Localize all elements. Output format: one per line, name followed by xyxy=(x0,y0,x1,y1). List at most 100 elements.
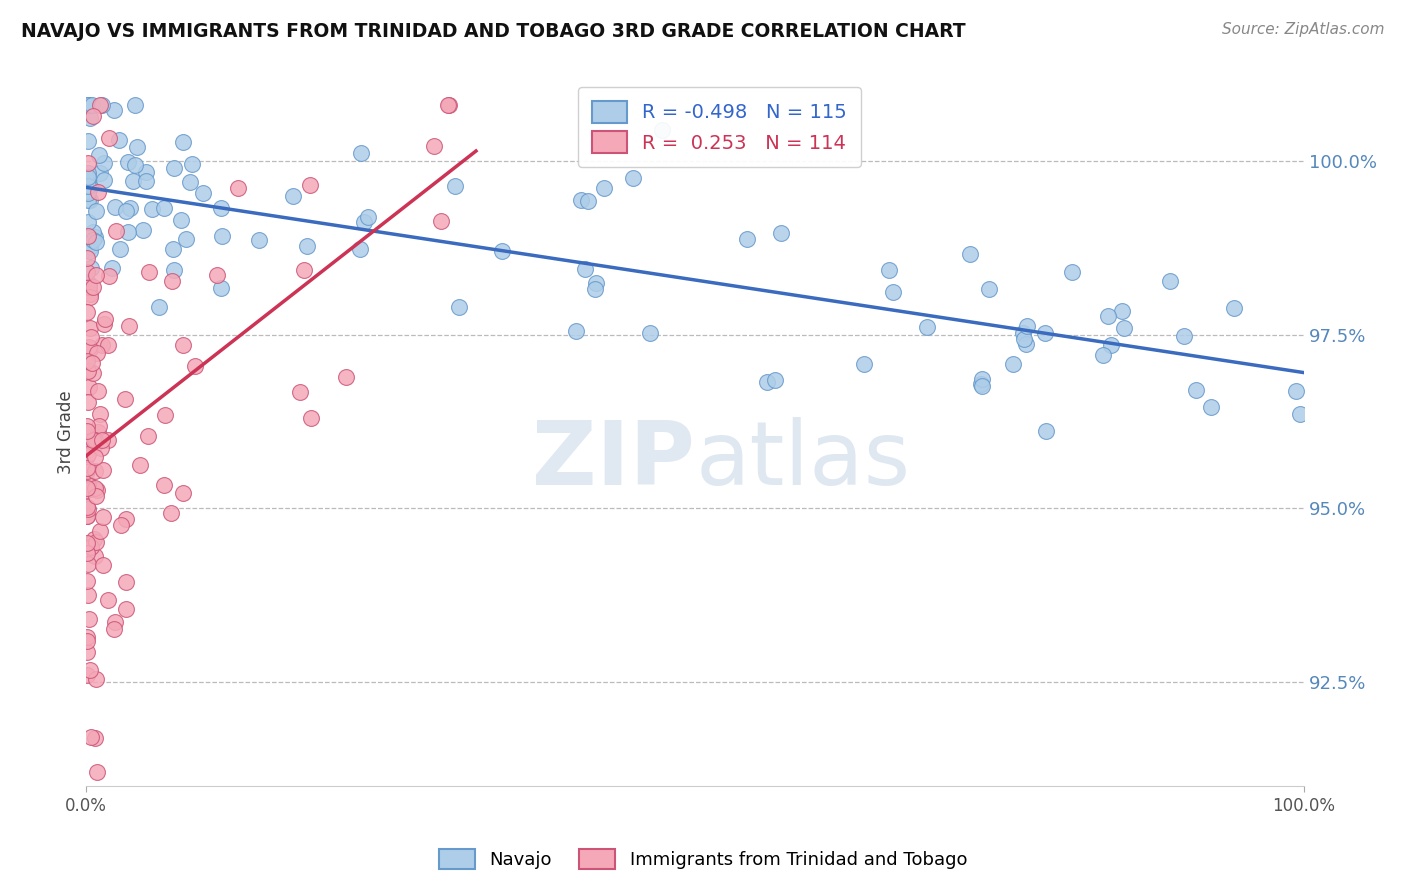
Point xyxy=(1035,326,1057,340)
Point xyxy=(1062,265,1084,279)
Point xyxy=(153,201,176,215)
Point xyxy=(349,146,371,161)
Point xyxy=(103,622,125,636)
Point xyxy=(86,346,108,360)
Point xyxy=(621,171,644,186)
Point xyxy=(444,178,467,193)
Point xyxy=(84,203,107,218)
Point xyxy=(76,265,98,279)
Point xyxy=(209,201,232,215)
Point xyxy=(174,232,197,246)
Point xyxy=(571,193,593,207)
Point xyxy=(76,500,98,514)
Point xyxy=(77,363,100,377)
Point xyxy=(93,558,115,572)
Point xyxy=(915,320,938,334)
Point xyxy=(77,277,100,291)
Point xyxy=(80,260,103,275)
Point xyxy=(97,130,120,145)
Point xyxy=(115,574,138,589)
Point xyxy=(136,429,159,443)
Point xyxy=(77,169,100,184)
Point xyxy=(491,244,513,258)
Point xyxy=(882,285,904,299)
Point xyxy=(117,225,139,239)
Point xyxy=(84,549,107,563)
Point xyxy=(103,615,125,630)
Point xyxy=(226,180,249,194)
Point xyxy=(1184,383,1206,397)
Text: NAVAJO VS IMMIGRANTS FROM TRINIDAD AND TOBAGO 3RD GRADE CORRELATION CHART: NAVAJO VS IMMIGRANTS FROM TRINIDAD AND T… xyxy=(21,22,966,41)
Point xyxy=(115,203,138,218)
Point xyxy=(91,338,114,352)
Point xyxy=(82,280,104,294)
Point xyxy=(84,450,107,464)
Point xyxy=(82,109,104,123)
Point xyxy=(79,179,101,194)
Point xyxy=(83,464,105,478)
Point xyxy=(89,524,111,538)
Point xyxy=(98,269,121,284)
Point xyxy=(101,260,124,275)
Text: Source: ZipAtlas.com: Source: ZipAtlas.com xyxy=(1222,22,1385,37)
Point xyxy=(357,210,380,224)
Point xyxy=(77,156,100,170)
Point xyxy=(1097,309,1119,323)
Point xyxy=(77,98,100,112)
Point xyxy=(135,173,157,187)
Point xyxy=(118,201,141,215)
Point xyxy=(77,612,100,626)
Point xyxy=(76,178,98,193)
Point xyxy=(148,300,170,314)
Point xyxy=(79,730,101,744)
Point xyxy=(422,138,444,153)
Point xyxy=(77,447,100,461)
Point xyxy=(76,574,98,588)
Point xyxy=(89,408,111,422)
Point xyxy=(211,281,233,295)
Point xyxy=(107,133,129,147)
Point xyxy=(170,212,193,227)
Text: ZIP: ZIP xyxy=(533,417,695,504)
Point xyxy=(1015,337,1038,351)
Point xyxy=(76,483,98,497)
Point xyxy=(84,481,107,495)
Point xyxy=(76,481,98,495)
Point xyxy=(82,366,104,380)
Point xyxy=(191,186,214,201)
Point xyxy=(353,215,375,229)
Point xyxy=(80,98,103,112)
Point xyxy=(437,98,460,112)
Point xyxy=(181,157,204,171)
Point xyxy=(76,443,98,458)
Point xyxy=(184,359,207,373)
Point xyxy=(1012,326,1035,340)
Point xyxy=(970,376,993,391)
Point xyxy=(585,276,607,290)
Point xyxy=(77,215,100,229)
Point xyxy=(79,244,101,258)
Point xyxy=(79,663,101,677)
Point xyxy=(162,242,184,256)
Point xyxy=(80,356,103,370)
Point xyxy=(335,370,357,384)
Point xyxy=(160,274,183,288)
Point xyxy=(1099,337,1122,351)
Point xyxy=(124,158,146,172)
Y-axis label: 3rd Grade: 3rd Grade xyxy=(58,390,75,474)
Point xyxy=(437,98,460,112)
Point xyxy=(76,450,98,464)
Point xyxy=(104,200,127,214)
Point xyxy=(77,98,100,112)
Point xyxy=(77,557,100,571)
Point xyxy=(172,136,194,150)
Point xyxy=(76,171,98,186)
Point xyxy=(79,291,101,305)
Point xyxy=(93,172,115,186)
Legend: Navajo, Immigrants from Trinidad and Tobago: Navajo, Immigrants from Trinidad and Tob… xyxy=(430,839,976,879)
Point xyxy=(565,324,588,338)
Point xyxy=(97,338,120,352)
Point xyxy=(103,103,125,118)
Point xyxy=(80,540,103,554)
Point xyxy=(90,441,112,455)
